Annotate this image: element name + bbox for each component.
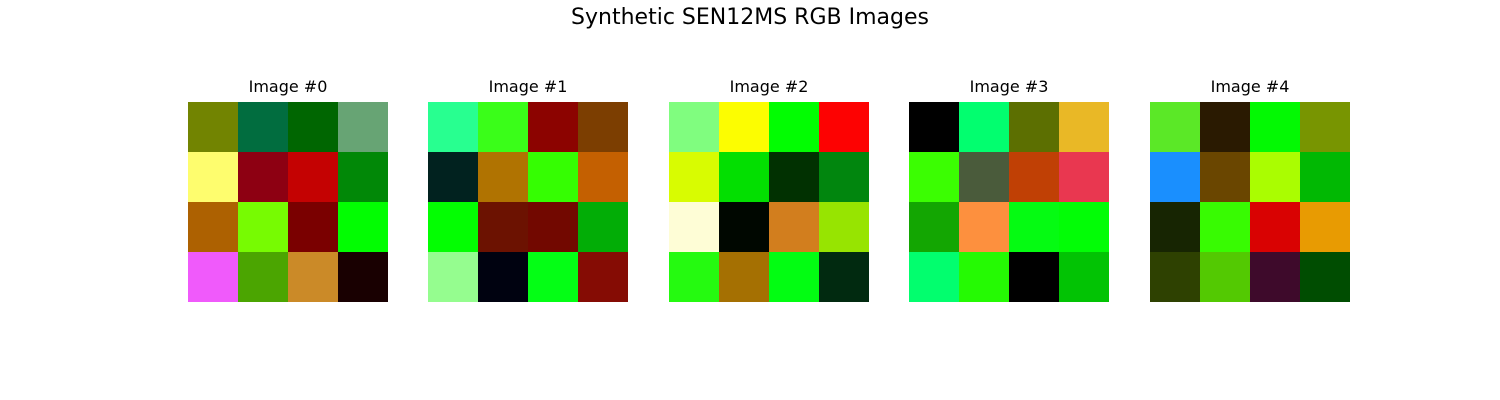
pixel-cell (578, 152, 628, 202)
pixel-cell (338, 252, 388, 302)
pixel-cell (338, 152, 388, 202)
image-panel-title: Image #2 (729, 77, 809, 96)
pixel-cell (719, 202, 769, 252)
pixel-cell (1059, 252, 1109, 302)
pixel-cell (819, 102, 869, 152)
pixel-cell (1200, 202, 1250, 252)
pixel-cell (578, 202, 628, 252)
pixel-cell (1250, 252, 1300, 302)
image-panel-title: Image #1 (488, 77, 568, 96)
pixel-cell (478, 202, 528, 252)
pixel-cell (238, 152, 288, 202)
pixel-cell (528, 152, 578, 202)
pixel-cell (819, 202, 869, 252)
pixel-cell (288, 252, 338, 302)
pixel-cell (338, 202, 388, 252)
pixel-cell (578, 252, 628, 302)
pixel-cell (338, 102, 388, 152)
pixel-cell (819, 252, 869, 302)
pixel-cell (188, 102, 238, 152)
image-pixel-grid (188, 102, 388, 302)
pixel-cell (188, 152, 238, 202)
pixel-cell (669, 202, 719, 252)
pixel-cell (188, 252, 238, 302)
pixel-cell (288, 202, 338, 252)
pixel-cell (1150, 152, 1200, 202)
pixel-cell (1300, 202, 1350, 252)
pixel-cell (1300, 102, 1350, 152)
pixel-cell (528, 202, 578, 252)
pixel-cell (528, 252, 578, 302)
figure-title: Synthetic SEN12MS RGB Images (571, 5, 929, 30)
pixel-cell (819, 152, 869, 202)
pixel-cell (909, 152, 959, 202)
pixel-cell (1300, 252, 1350, 302)
pixel-cell (909, 102, 959, 152)
pixel-cell (1150, 252, 1200, 302)
pixel-cell (669, 152, 719, 202)
pixel-cell (428, 252, 478, 302)
pixel-cell (238, 202, 288, 252)
pixel-cell (1250, 102, 1300, 152)
pixel-cell (288, 152, 338, 202)
image-panel-title: Image #3 (969, 77, 1049, 96)
pixel-cell (959, 102, 1009, 152)
pixel-cell (769, 252, 819, 302)
pixel-cell (1059, 202, 1109, 252)
pixel-cell (1059, 152, 1109, 202)
pixel-cell (428, 152, 478, 202)
pixel-cell (188, 202, 238, 252)
pixel-cell (1009, 152, 1059, 202)
pixel-cell (1250, 152, 1300, 202)
pixel-cell (288, 102, 338, 152)
pixel-cell (238, 252, 288, 302)
pixel-cell (238, 102, 288, 152)
pixel-cell (719, 152, 769, 202)
pixel-cell (769, 102, 819, 152)
pixel-cell (769, 202, 819, 252)
pixel-cell (478, 102, 528, 152)
pixel-cell (959, 252, 1009, 302)
pixel-cell (909, 202, 959, 252)
pixel-cell (1150, 102, 1200, 152)
image-pixel-grid (669, 102, 869, 302)
image-panel-title: Image #0 (248, 77, 328, 96)
pixel-cell (1250, 202, 1300, 252)
pixel-cell (669, 102, 719, 152)
pixel-cell (669, 252, 719, 302)
pixel-cell (1009, 252, 1059, 302)
pixel-cell (478, 152, 528, 202)
image-pixel-grid (428, 102, 628, 302)
pixel-cell (1200, 102, 1250, 152)
pixel-cell (1009, 102, 1059, 152)
image-pixel-grid (909, 102, 1109, 302)
pixel-cell (528, 102, 578, 152)
pixel-cell (1150, 202, 1200, 252)
pixel-cell (1200, 252, 1250, 302)
pixel-cell (478, 252, 528, 302)
image-pixel-grid (1150, 102, 1350, 302)
pixel-cell (959, 152, 1009, 202)
pixel-cell (1300, 152, 1350, 202)
pixel-cell (428, 202, 478, 252)
pixel-cell (769, 152, 819, 202)
pixel-cell (719, 102, 769, 152)
image-panel-title: Image #4 (1210, 77, 1290, 96)
pixel-cell (428, 102, 478, 152)
pixel-cell (909, 252, 959, 302)
pixel-cell (1200, 152, 1250, 202)
pixel-cell (1009, 202, 1059, 252)
pixel-cell (1059, 102, 1109, 152)
pixel-cell (578, 102, 628, 152)
pixel-cell (959, 202, 1009, 252)
pixel-cell (719, 252, 769, 302)
